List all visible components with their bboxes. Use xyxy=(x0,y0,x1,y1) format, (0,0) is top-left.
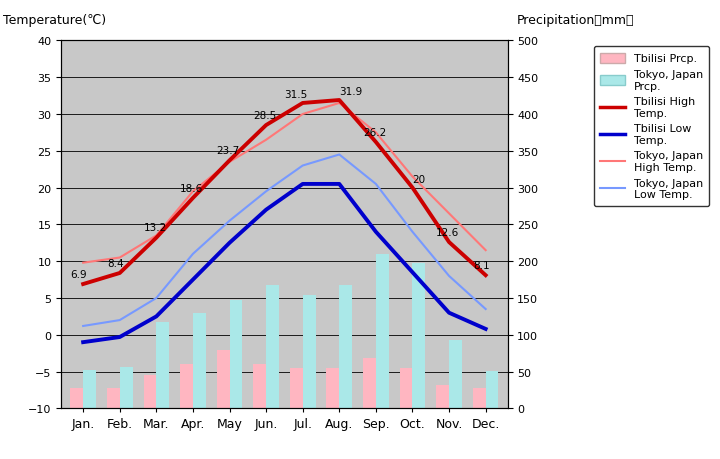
Bar xyxy=(107,388,120,409)
Text: 23.7: 23.7 xyxy=(217,146,240,156)
Bar xyxy=(290,368,302,409)
Bar xyxy=(436,385,449,409)
Text: 18.6: 18.6 xyxy=(180,183,203,193)
Text: 8.4: 8.4 xyxy=(107,258,124,268)
Text: 6.9: 6.9 xyxy=(71,269,87,279)
Bar xyxy=(143,375,156,409)
Bar xyxy=(326,368,339,409)
Text: Precipitation（mm）: Precipitation（mm） xyxy=(516,14,634,27)
Legend: Tbilisi Prcp., Tokyo, Japan
Prcp., Tbilisi High
Temp., Tbilisi Low
Temp., Tokyo,: Tbilisi Prcp., Tokyo, Japan Prcp., Tbili… xyxy=(593,47,709,207)
Bar xyxy=(363,358,376,409)
Text: 31.5: 31.5 xyxy=(284,90,307,100)
Text: 26.2: 26.2 xyxy=(363,127,387,137)
Bar xyxy=(400,368,413,409)
Text: 12.6: 12.6 xyxy=(436,227,459,237)
Bar xyxy=(449,340,462,409)
Bar xyxy=(339,285,352,409)
Bar xyxy=(71,388,83,409)
Bar xyxy=(83,370,96,409)
Bar xyxy=(217,350,230,409)
Bar xyxy=(413,264,426,409)
Bar xyxy=(120,367,132,409)
Bar xyxy=(230,301,243,409)
Text: Temperature(℃): Temperature(℃) xyxy=(3,14,107,27)
Text: 8.1: 8.1 xyxy=(473,260,490,270)
Text: 20: 20 xyxy=(413,174,426,185)
Bar xyxy=(302,296,315,409)
Bar xyxy=(473,388,486,409)
Text: 13.2: 13.2 xyxy=(143,223,167,233)
Bar xyxy=(156,323,169,409)
Bar xyxy=(486,371,498,409)
Bar xyxy=(180,364,193,409)
Bar xyxy=(266,285,279,409)
Bar xyxy=(193,313,206,409)
Text: 31.9: 31.9 xyxy=(339,87,363,97)
Bar xyxy=(376,254,389,409)
Text: 28.5: 28.5 xyxy=(253,111,276,120)
Bar xyxy=(253,364,266,409)
